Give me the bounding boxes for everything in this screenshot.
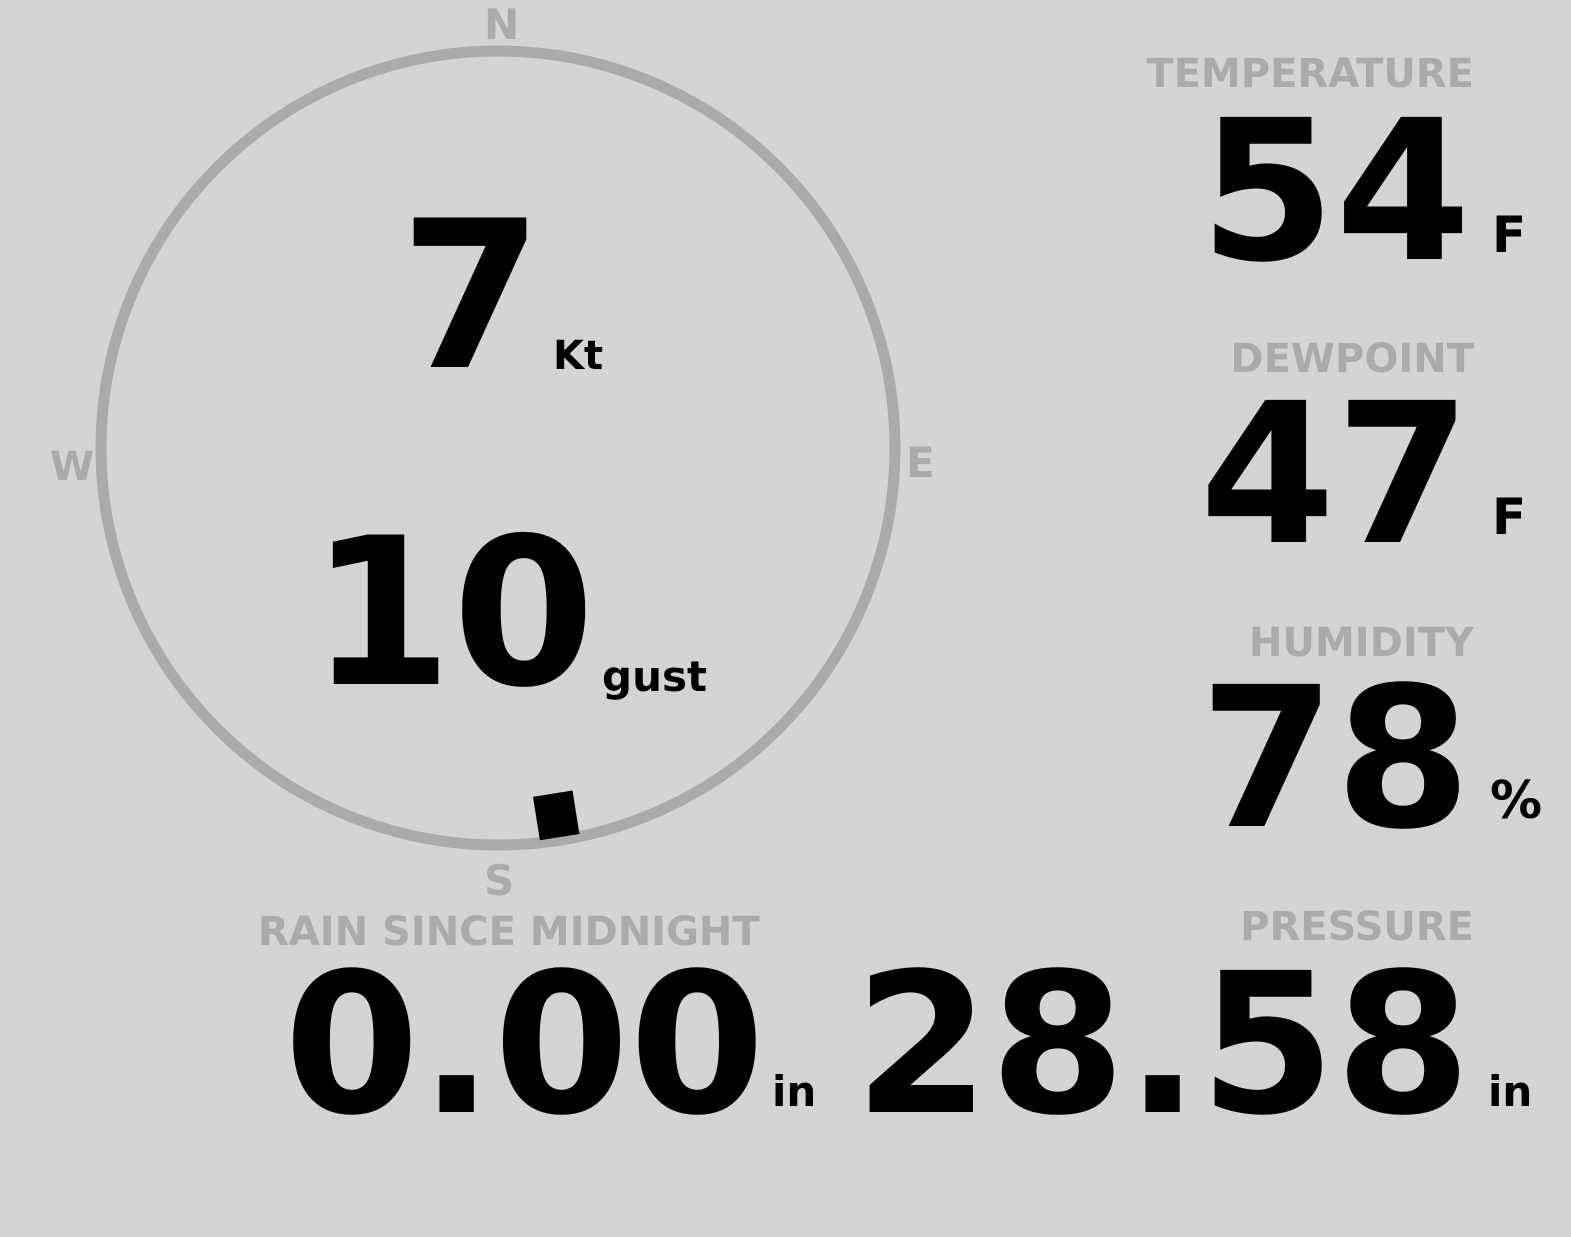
wind-direction-marker bbox=[532, 790, 580, 841]
compass-e: E bbox=[906, 438, 935, 487]
wind-speed: 7 bbox=[400, 178, 543, 416]
wind-gust: 10 bbox=[309, 495, 595, 733]
compass-n: N bbox=[484, 0, 520, 49]
humidity-unit: % bbox=[1490, 771, 1543, 831]
pressure-value: 28.58 bbox=[854, 931, 1471, 1158]
pressure-unit: in bbox=[1488, 1067, 1533, 1116]
rain-unit: in bbox=[772, 1067, 817, 1116]
rain-label: RAIN SINCE MIDNIGHT bbox=[258, 909, 760, 955]
wind-speed-unit: Kt bbox=[553, 333, 604, 379]
temperature-value: 54 bbox=[1199, 78, 1471, 305]
pressure-label: PRESSURE bbox=[1240, 904, 1474, 950]
wind-gust-label: gust bbox=[602, 652, 708, 701]
temperature-label: TEMPERATURE bbox=[1146, 51, 1474, 97]
humidity-label: HUMIDITY bbox=[1249, 620, 1474, 666]
temperature-unit: F bbox=[1492, 206, 1527, 264]
rain-value: 0.00 bbox=[283, 931, 765, 1158]
dewpoint-unit: F bbox=[1492, 488, 1527, 546]
wind-compass bbox=[95, 45, 901, 851]
compass-ring bbox=[95, 45, 901, 851]
humidity-value: 78 bbox=[1199, 645, 1471, 872]
compass-w: W bbox=[50, 444, 95, 490]
dewpoint-value: 47 bbox=[1199, 361, 1471, 588]
compass-s: S bbox=[484, 856, 515, 905]
dewpoint-label: DEWPOINT bbox=[1230, 336, 1474, 382]
